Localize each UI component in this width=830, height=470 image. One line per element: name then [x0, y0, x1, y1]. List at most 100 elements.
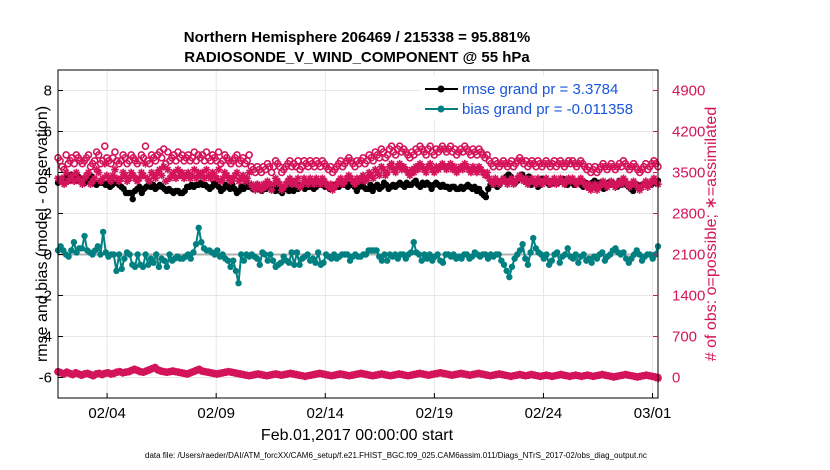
obs-assimilated-marker — [139, 171, 148, 180]
obs-assimilated-marker — [157, 171, 166, 180]
obs-assimilated-marker — [489, 180, 498, 189]
y-right-tick-label: 700 — [672, 329, 697, 346]
obs-assimilated-marker — [192, 366, 201, 375]
obs-assimilated-marker — [189, 367, 198, 376]
obs-assimilated-marker — [395, 159, 404, 168]
obs-assimilated-marker — [151, 174, 160, 183]
obs-assimilated-marker — [98, 174, 107, 183]
y-tick-label: -6 — [39, 370, 52, 387]
obs-assimilated-marker — [86, 370, 95, 379]
bias-point — [285, 259, 293, 266]
obs-assimilated-marker — [243, 174, 251, 183]
obs-assimilated-marker — [155, 165, 164, 174]
bias-point — [163, 263, 171, 270]
bias-point — [373, 247, 380, 254]
bias-point — [110, 251, 117, 258]
obs-assimilated-marker — [651, 373, 659, 381]
obs-assimilated-marker — [60, 180, 68, 189]
obs-assimilated-marker — [245, 168, 253, 177]
obs-possible-marker — [62, 151, 70, 159]
obs-assimilated-marker — [100, 159, 109, 168]
bias-point — [99, 228, 107, 236]
bias-point — [407, 249, 415, 256]
bias-point — [524, 261, 532, 268]
obs-possible-marker — [233, 151, 241, 159]
obs-assimilated-marker — [74, 370, 83, 378]
bias-point — [564, 245, 571, 252]
x-tick-label: 02/14 — [306, 405, 344, 422]
bias-point — [224, 257, 232, 264]
x-tick-label: 02/24 — [525, 405, 563, 422]
bias-point — [620, 249, 627, 256]
bias-point — [70, 239, 78, 246]
obs-assimilated-marker — [483, 168, 491, 177]
bias-point — [192, 241, 200, 248]
obs-possible-marker — [90, 156, 99, 165]
bias-point — [81, 232, 88, 240]
bias-point — [344, 251, 351, 258]
obs-assimilated-marker — [174, 165, 182, 174]
obs-assimilated-marker — [178, 168, 186, 177]
bias-point — [267, 251, 274, 258]
obs-assimilated-marker — [467, 168, 475, 177]
bias-point — [434, 251, 441, 258]
obs-assimilated-marker — [188, 171, 197, 180]
x-tick-label: 02/04 — [88, 405, 126, 422]
obs-possible-marker — [111, 148, 119, 156]
obs-assimilated-marker — [410, 168, 418, 177]
obs-assimilated-marker — [184, 168, 192, 177]
rmse-point — [129, 195, 136, 203]
bias-point — [288, 249, 295, 256]
obs-assimilated-marker — [422, 168, 430, 177]
plot-frame — [57, 69, 659, 399]
series-assimilated-obs-lower- — [54, 363, 662, 383]
obs-assimilated-marker — [145, 177, 154, 186]
y-right-tick-label: 0 — [672, 370, 680, 387]
obs-assimilated-marker — [115, 367, 124, 376]
obs-assimilated-marker — [71, 369, 80, 377]
y-right-tick-label: 2100 — [672, 247, 705, 264]
obs-assimilated-marker — [130, 365, 139, 374]
bias-point — [195, 224, 202, 232]
bias-point — [320, 259, 327, 266]
obs-possible-marker — [84, 151, 93, 159]
obs-assimilated-marker — [142, 367, 151, 375]
bias-point — [588, 259, 595, 266]
bias-point — [553, 249, 561, 256]
bias-point — [97, 251, 104, 258]
bias-point — [415, 251, 423, 258]
obs-assimilated-marker — [310, 180, 319, 189]
bias-point — [500, 261, 508, 268]
obs-assimilated-marker — [148, 364, 156, 373]
bias-point — [314, 249, 322, 256]
obs-possible-marker — [369, 156, 378, 165]
obs-assimilated-marker — [121, 171, 129, 180]
bias-point — [131, 263, 139, 270]
bias-point — [126, 251, 133, 258]
bias-point — [426, 251, 433, 258]
bias-point — [256, 261, 263, 268]
bias-point — [166, 251, 173, 258]
bias-point — [118, 265, 125, 273]
bias-point — [296, 261, 303, 268]
obs-possible-marker — [214, 148, 223, 156]
y-axis-label: rmse and bias (model - observation) — [34, 106, 51, 362]
bias-point — [139, 263, 147, 270]
obs-assimilated-marker — [154, 366, 162, 374]
obs-assimilated-marker — [336, 174, 345, 183]
axis-ticks: 02/04 02/09 02/14 02/19 02/24 03/01 8 6 4 2 0 -2 -4 -… — [39, 83, 706, 423]
bias-point — [580, 251, 587, 258]
obs-assimilated-marker — [202, 165, 211, 174]
bias-point — [410, 239, 417, 246]
bias-point — [145, 261, 152, 268]
y-right-tick-label: 3500 — [672, 165, 705, 182]
bias-point — [190, 249, 197, 256]
obs-assimilated-marker — [172, 174, 180, 183]
bias-point — [235, 280, 242, 287]
obs-assimilated-marker — [195, 365, 203, 374]
obs-possible-marker — [245, 151, 253, 159]
obs-assimilated-marker — [430, 168, 439, 177]
bias-point — [516, 247, 524, 254]
bias-point — [293, 249, 301, 256]
